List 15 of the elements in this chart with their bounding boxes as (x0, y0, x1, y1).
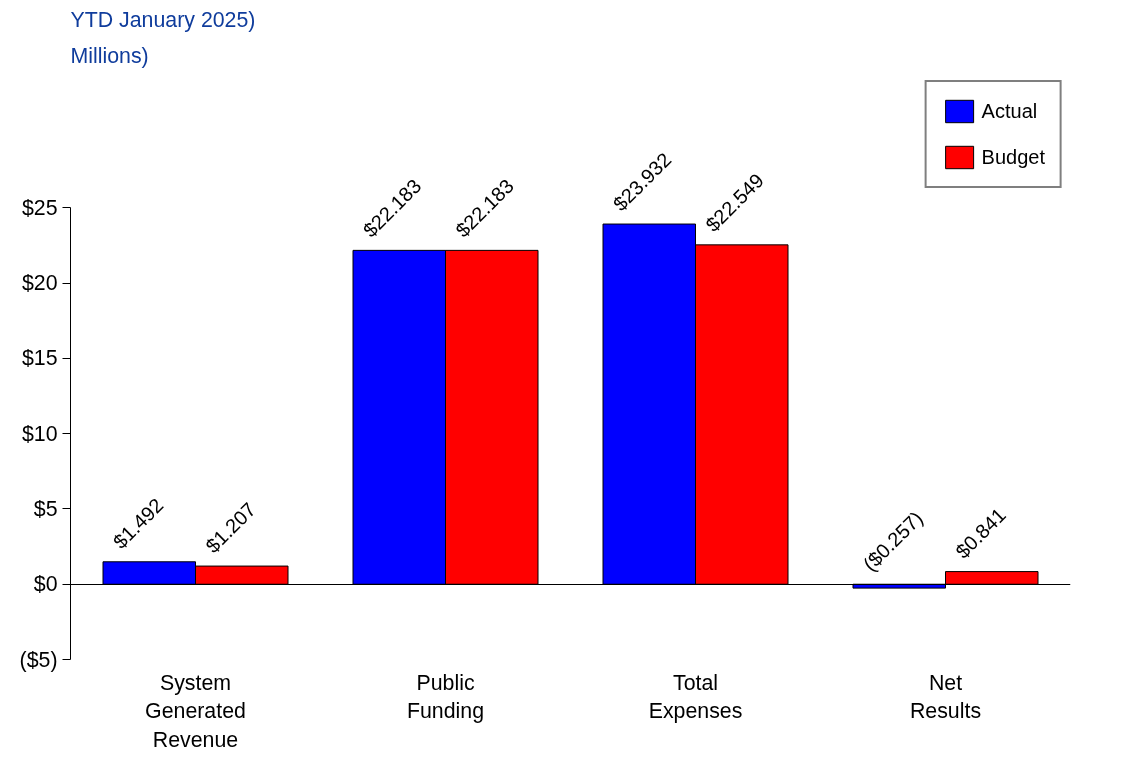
chart-title: YTD January 2025) (70, 7, 256, 32)
y-tick-label: $0 (33, 572, 58, 597)
x-tick-label: System Generated Revenue (145, 670, 246, 753)
legend-label: Actual (981, 99, 1038, 123)
chart-subtitle: Millions) (70, 43, 149, 68)
x-tick-label: Public Funding (406, 670, 485, 724)
y-tick-label: $25 (21, 195, 58, 220)
y-tick-label: $20 (21, 271, 58, 296)
x-tick-label: Net Results (909, 670, 982, 724)
legend-label: Budget (981, 145, 1045, 169)
y-tick-label: $10 (21, 421, 58, 446)
y-tick-label: ($5) (19, 647, 58, 672)
x-tick-label: Total Expenses (648, 670, 743, 724)
y-tick-label: $15 (21, 346, 58, 371)
y-tick-label: $5 (33, 496, 58, 521)
